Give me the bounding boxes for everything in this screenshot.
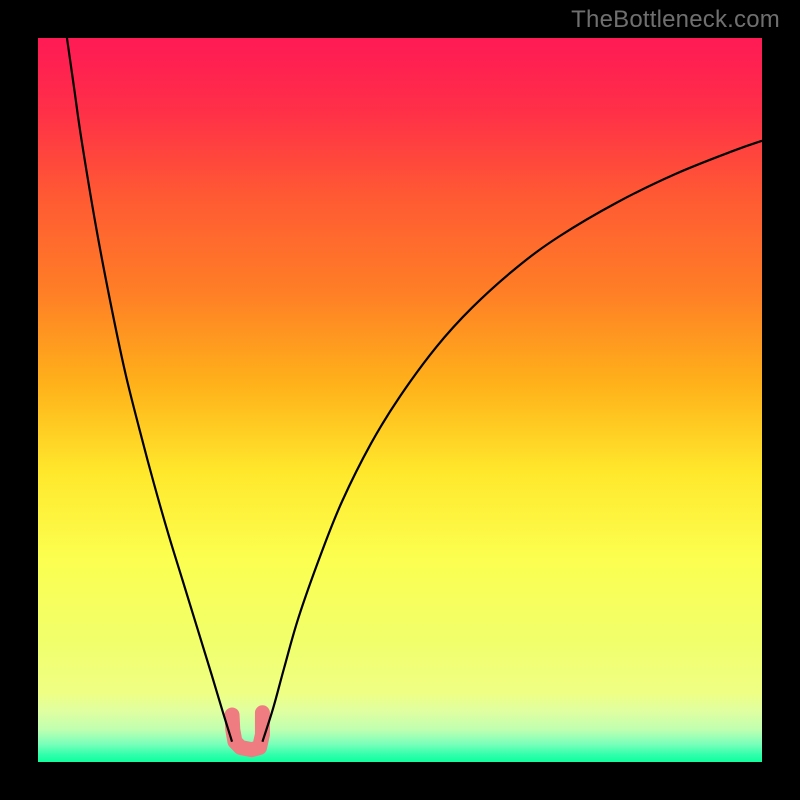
bottleneck-chart xyxy=(0,0,800,800)
chart-container: TheBottleneck.com xyxy=(0,0,800,800)
watermark-text: TheBottleneck.com xyxy=(571,6,780,34)
plot-background xyxy=(38,38,762,762)
